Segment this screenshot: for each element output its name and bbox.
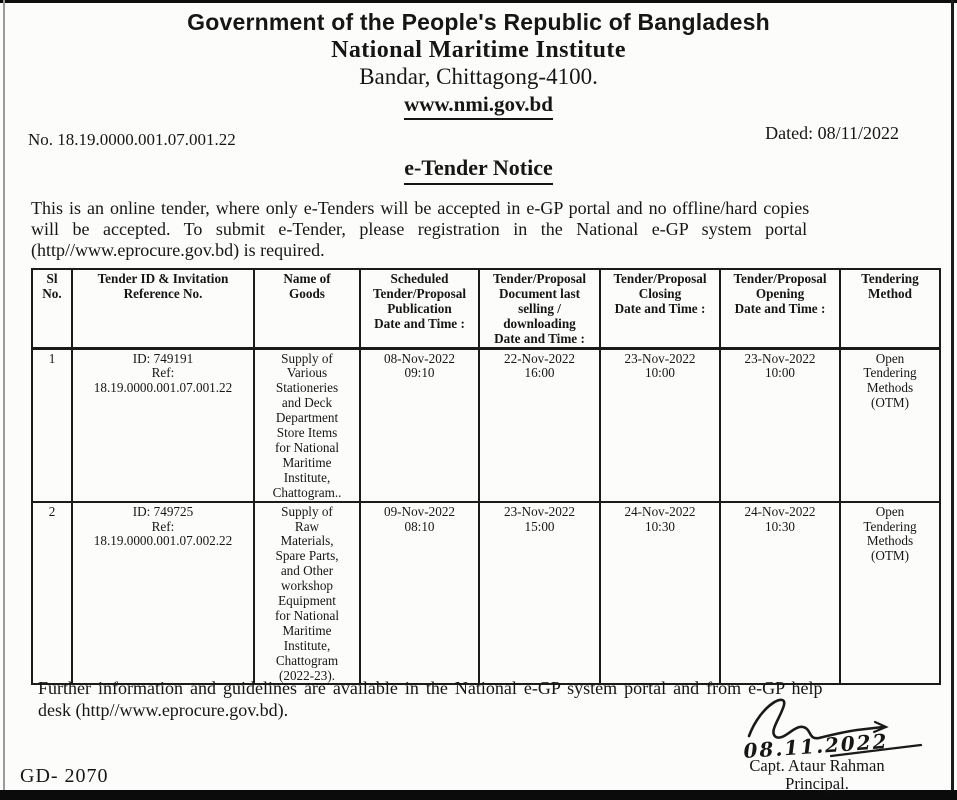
col-header-method: Tendering Method [839, 267, 941, 350]
intro-line-2: will be accepted. To submit e-Tender, pl… [31, 219, 808, 239]
row2-tender-ref-cell: ID: 749725 Ref: 18.19.0000.001.07.002.22 [71, 500, 255, 686]
row2-method-cell: Open Tendering Methods (OTM) [839, 500, 941, 686]
row1-publication-cell: 08-Nov-2022 09:10 [359, 347, 480, 503]
institute-name: National Maritime Institute [331, 37, 626, 63]
row2-closing-cell: 24-Nov-2022 10:30 [599, 500, 721, 686]
row1-goods-cell: Supply of Various Stationeries and Deck … [253, 347, 361, 503]
notice-title: e-Tender Notice [0, 155, 957, 185]
intro-paragraph: This is an online tender, where only e-T… [31, 198, 934, 261]
row2-opening-cell: 24-Nov-2022 10:30 [719, 500, 841, 686]
col-header-tender-id: Tender ID & Invitation Reference No. [71, 267, 255, 350]
intro-line-3: (http//www.eprocure.gov.bd) is required. [31, 240, 325, 260]
row1-tender-ref-cell: ID: 749191 Ref: 18.19.0000.001.07.001.22 [71, 347, 255, 503]
col-header-sl-no: Sl No. [31, 267, 73, 350]
row1-last-selling-cell: 22-Nov-2022 16:00 [478, 347, 601, 503]
footer-note-line-2: desk (http//www.eprocure.gov.bd). [38, 699, 289, 720]
signature-scrawl-icon [747, 698, 923, 758]
table-row: 1 ID: 749191 Ref: 18.19.0000.001.07.001.… [31, 347, 941, 503]
table-header-row: Sl No. Tender ID & Invitation Reference … [31, 267, 941, 350]
page-frame-right [951, 0, 954, 800]
col-header-opening: Tender/Proposal Opening Date and Time : [719, 267, 841, 350]
memo-number: No. 18.19.0000.001.07.001.22 [28, 130, 236, 149]
row2-last-selling-cell: 23-Nov-2022 15:00 [478, 500, 601, 686]
row1-method-cell: Open Tendering Methods (OTM) [839, 347, 941, 503]
page-frame-left [3, 0, 5, 800]
footer-note-line-1: Further information and guidelines are a… [38, 678, 823, 698]
row2-sl-cell: 2 [31, 500, 73, 686]
row2-publication-cell: 09-Nov-2022 08:10 [359, 500, 480, 686]
tender-table: Sl No. Tender ID & Invitation Reference … [31, 267, 941, 686]
page-frame-top [0, 0, 957, 3]
institute-address: Bandar, Chittagong-4100. [359, 64, 598, 89]
col-header-closing: Tender/Proposal Closing Date and Time : [599, 267, 721, 350]
notice-title-text: e-Tender Notice [404, 155, 553, 185]
intro-line-1: This is an online tender, where only e-T… [31, 198, 810, 218]
page-frame-bottom [0, 790, 957, 800]
row2-goods-cell: Supply of Raw Materials, Spare Parts, an… [253, 500, 361, 686]
document-date: Dated: 08/11/2022 [765, 123, 899, 143]
footer-note: Further information and guidelines are a… [38, 678, 938, 721]
col-header-last-selling: Tender/Proposal Document last selling / … [478, 267, 601, 350]
col-header-goods: Name of Goods [253, 267, 361, 350]
row1-sl-cell: 1 [31, 347, 73, 503]
gd-number: GD- 2070 [20, 765, 109, 787]
signatory-name: Capt. Ataur Rahman [749, 756, 885, 775]
table-row: 2 ID: 749725 Ref: 18.19.0000.001.07.002.… [31, 500, 941, 686]
row1-closing-cell: 23-Nov-2022 10:00 [599, 347, 721, 503]
government-title: Government of the People's Republic of B… [187, 9, 770, 35]
website-text: www.nmi.gov.bd [404, 92, 553, 120]
institute-website: www.nmi.gov.bd [0, 92, 957, 120]
signatory-title: Principal. [785, 774, 849, 793]
row1-opening-cell: 23-Nov-2022 10:00 [719, 347, 841, 503]
col-header-publication: Scheduled Tender/Proposal Publication Da… [359, 267, 480, 350]
